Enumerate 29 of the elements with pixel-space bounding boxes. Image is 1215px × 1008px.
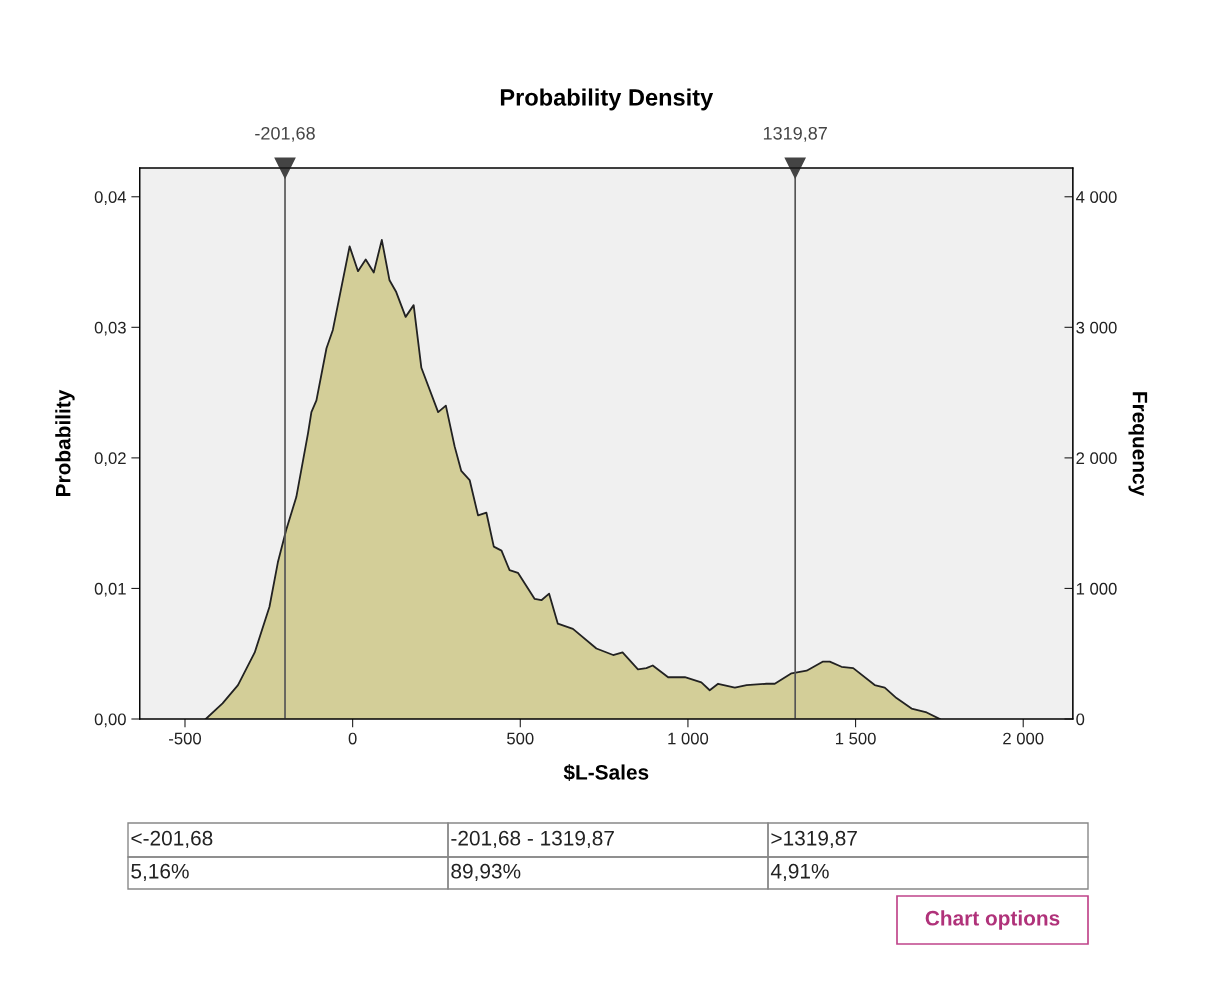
x-axis-title: $L-Sales	[563, 764, 649, 782]
y2-tick-label: 0	[1076, 713, 1085, 726]
text: -201,68 - 1319,87	[451, 830, 614, 849]
y2-tick-label: 1 000	[1076, 582, 1117, 595]
y-tick-label: 0,04	[94, 191, 127, 205]
x-tick-label: 1 500	[835, 732, 876, 745]
y-tick-label: 0,03	[94, 321, 126, 336]
y-tick-label: 0,00	[94, 713, 126, 728]
y2-tick-label: 3 000	[1076, 321, 1117, 334]
text: >1319,87	[771, 830, 857, 849]
text: 4,91%	[770, 863, 829, 882]
y-tick-label: 0,02	[94, 452, 126, 467]
y2-tick-label: 2 000	[1076, 452, 1117, 465]
x-tick-label: 2 000	[1003, 732, 1044, 745]
y2-tick-label: 4 000	[1076, 191, 1117, 203]
chart-title: Probability Density	[500, 88, 714, 111]
y2-axis-title: Frequency	[1128, 392, 1148, 497]
x-tick-label: 1 000	[668, 732, 709, 745]
y-tick-label: 0,01	[94, 582, 126, 597]
text: 89,93%	[451, 863, 521, 882]
y-axis-title: Probability	[55, 389, 75, 496]
x-tick-label: -500	[169, 732, 202, 745]
ref-line-label: 1319,87	[763, 126, 827, 142]
x-tick-label: 0	[348, 732, 357, 745]
text: <-201,68	[131, 830, 213, 849]
x-tick-label: 500	[507, 732, 534, 745]
ref-line-label: -201,68	[255, 126, 315, 142]
text: Chart options	[925, 910, 1060, 930]
text: 5,16%	[131, 863, 189, 882]
